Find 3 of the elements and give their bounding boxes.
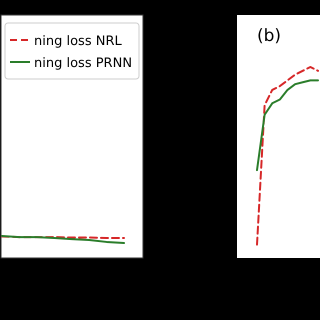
legend-label: ning loss NRL	[34, 34, 122, 49]
chart-title: (b)	[257, 26, 282, 46]
legend-label: ning loss PRNN	[34, 56, 132, 71]
